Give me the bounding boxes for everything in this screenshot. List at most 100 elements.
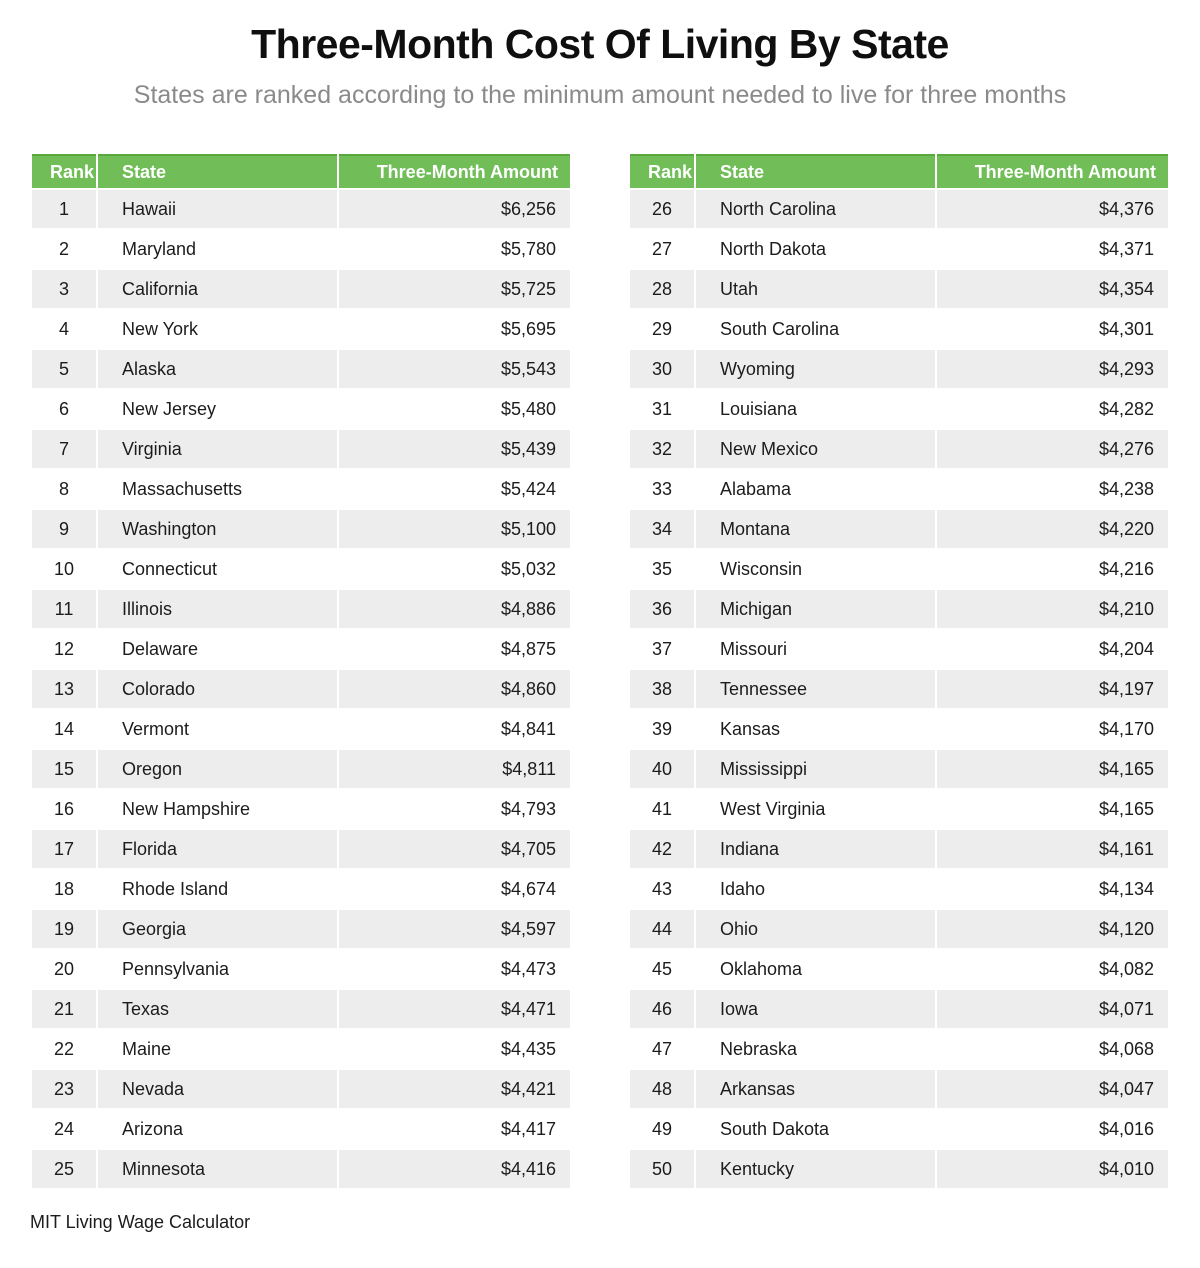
amount-cell: $4,016 xyxy=(937,1110,1168,1148)
rank-cell: 2 xyxy=(32,230,96,268)
state-cell: Oklahoma xyxy=(696,950,935,988)
state-cell: Ohio xyxy=(696,910,935,948)
rank-cell: 33 xyxy=(630,470,694,508)
column-header-state: State xyxy=(98,154,337,188)
amount-cell: $4,417 xyxy=(339,1110,570,1148)
amount-cell: $4,416 xyxy=(339,1150,570,1188)
amount-cell: $4,376 xyxy=(937,190,1168,228)
state-cell: Alabama xyxy=(696,470,935,508)
rank-cell: 14 xyxy=(32,710,96,748)
amount-cell: $4,082 xyxy=(937,950,1168,988)
rank-cell: 6 xyxy=(32,390,96,428)
amount-cell: $4,276 xyxy=(937,430,1168,468)
table-row: 30 Wyoming $4,293 xyxy=(630,350,1168,388)
rank-cell: 24 xyxy=(32,1110,96,1148)
table-row: 16 New Hampshire $4,793 xyxy=(32,790,570,828)
page-title: Three-Month Cost Of Living By State xyxy=(251,21,949,67)
amount-cell: $6,256 xyxy=(339,190,570,228)
state-cell: Wyoming xyxy=(696,350,935,388)
state-cell: Alaska xyxy=(98,350,337,388)
amount-cell: $4,197 xyxy=(937,670,1168,708)
rank-cell: 34 xyxy=(630,510,694,548)
state-cell: North Dakota xyxy=(696,230,935,268)
state-cell: Rhode Island xyxy=(98,870,337,908)
table-row: 46 Iowa $4,071 xyxy=(630,990,1168,1028)
rank-cell: 32 xyxy=(630,430,694,468)
amount-cell: $5,695 xyxy=(339,310,570,348)
state-cell: South Carolina xyxy=(696,310,935,348)
table-row: 6 New Jersey $5,480 xyxy=(32,390,570,428)
state-cell: West Virginia xyxy=(696,790,935,828)
table-row: 50 Kentucky $4,010 xyxy=(630,1150,1168,1188)
rank-cell: 40 xyxy=(630,750,694,788)
tables-container: Rank State Three-Month Amount 1 Hawaii $6,… xyxy=(0,152,1200,1190)
rank-cell: 5 xyxy=(32,350,96,388)
rank-cell: 21 xyxy=(32,990,96,1028)
header-row: Rank State Three-Month Amount xyxy=(630,154,1168,188)
table-header-left: Rank State Three-Month Amount xyxy=(32,154,570,188)
header-row: Rank State Three-Month Amount xyxy=(32,154,570,188)
state-cell: Montana xyxy=(696,510,935,548)
state-cell: Missouri xyxy=(696,630,935,668)
table-row: 8 Massachusetts $5,424 xyxy=(32,470,570,508)
state-cell: Wisconsin xyxy=(696,550,935,588)
rank-cell: 8 xyxy=(32,470,96,508)
state-cell: Virginia xyxy=(98,430,337,468)
table-row: 43 Idaho $4,134 xyxy=(630,870,1168,908)
table-row: 2 Maryland $5,780 xyxy=(32,230,570,268)
table-row: 37 Missouri $4,204 xyxy=(630,630,1168,668)
rank-cell: 17 xyxy=(32,830,96,868)
column-header-rank: Rank xyxy=(32,154,96,188)
state-cell: California xyxy=(98,270,337,308)
table-row: 49 South Dakota $4,016 xyxy=(630,1110,1168,1148)
state-cell: Kentucky xyxy=(696,1150,935,1188)
state-cell: New York xyxy=(98,310,337,348)
amount-cell: $4,204 xyxy=(937,630,1168,668)
ranking-table-right: Rank State Three-Month Amount 26 North Ca… xyxy=(628,152,1170,1190)
table-row: 47 Nebraska $4,068 xyxy=(630,1030,1168,1068)
amount-cell: $4,435 xyxy=(339,1030,570,1068)
table-row: 18 Rhode Island $4,674 xyxy=(32,870,570,908)
rank-cell: 23 xyxy=(32,1070,96,1108)
state-cell: Mississippi xyxy=(696,750,935,788)
table-row: 26 North Carolina $4,376 xyxy=(630,190,1168,228)
amount-cell: $4,220 xyxy=(937,510,1168,548)
amount-cell: $4,354 xyxy=(937,270,1168,308)
state-cell: Nevada xyxy=(98,1070,337,1108)
state-cell: Michigan xyxy=(696,590,935,628)
table-row: 36 Michigan $4,210 xyxy=(630,590,1168,628)
table-row: 19 Georgia $4,597 xyxy=(32,910,570,948)
rank-cell: 41 xyxy=(630,790,694,828)
rank-cell: 4 xyxy=(32,310,96,348)
table-row: 4 New York $5,695 xyxy=(32,310,570,348)
rank-cell: 20 xyxy=(32,950,96,988)
rank-cell: 7 xyxy=(32,430,96,468)
table-row: 34 Montana $4,220 xyxy=(630,510,1168,548)
state-cell: Florida xyxy=(98,830,337,868)
column-header-amount: Three-Month Amount xyxy=(937,154,1168,188)
rank-cell: 9 xyxy=(32,510,96,548)
rank-cell: 50 xyxy=(630,1150,694,1188)
state-cell: Vermont xyxy=(98,710,337,748)
rank-cell: 29 xyxy=(630,310,694,348)
state-cell: Illinois xyxy=(98,590,337,628)
table-row: 24 Arizona $4,417 xyxy=(32,1110,570,1148)
table-row: 21 Texas $4,471 xyxy=(32,990,570,1028)
state-cell: Pennsylvania xyxy=(98,950,337,988)
state-cell: North Carolina xyxy=(696,190,935,228)
amount-cell: $4,282 xyxy=(937,390,1168,428)
state-cell: Louisiana xyxy=(696,390,935,428)
rank-cell: 16 xyxy=(32,790,96,828)
state-cell: Tennessee xyxy=(696,670,935,708)
column-header-state: State xyxy=(696,154,935,188)
infographic-page: Three-Month Cost Of Living By State Stat… xyxy=(0,20,1200,1268)
amount-cell: $5,424 xyxy=(339,470,570,508)
amount-cell: $4,597 xyxy=(339,910,570,948)
state-cell: Iowa xyxy=(696,990,935,1028)
table-row: 11 Illinois $4,886 xyxy=(32,590,570,628)
rank-cell: 38 xyxy=(630,670,694,708)
rank-cell: 47 xyxy=(630,1030,694,1068)
table-row: 17 Florida $4,705 xyxy=(32,830,570,868)
rank-cell: 1 xyxy=(32,190,96,228)
rank-cell: 37 xyxy=(630,630,694,668)
